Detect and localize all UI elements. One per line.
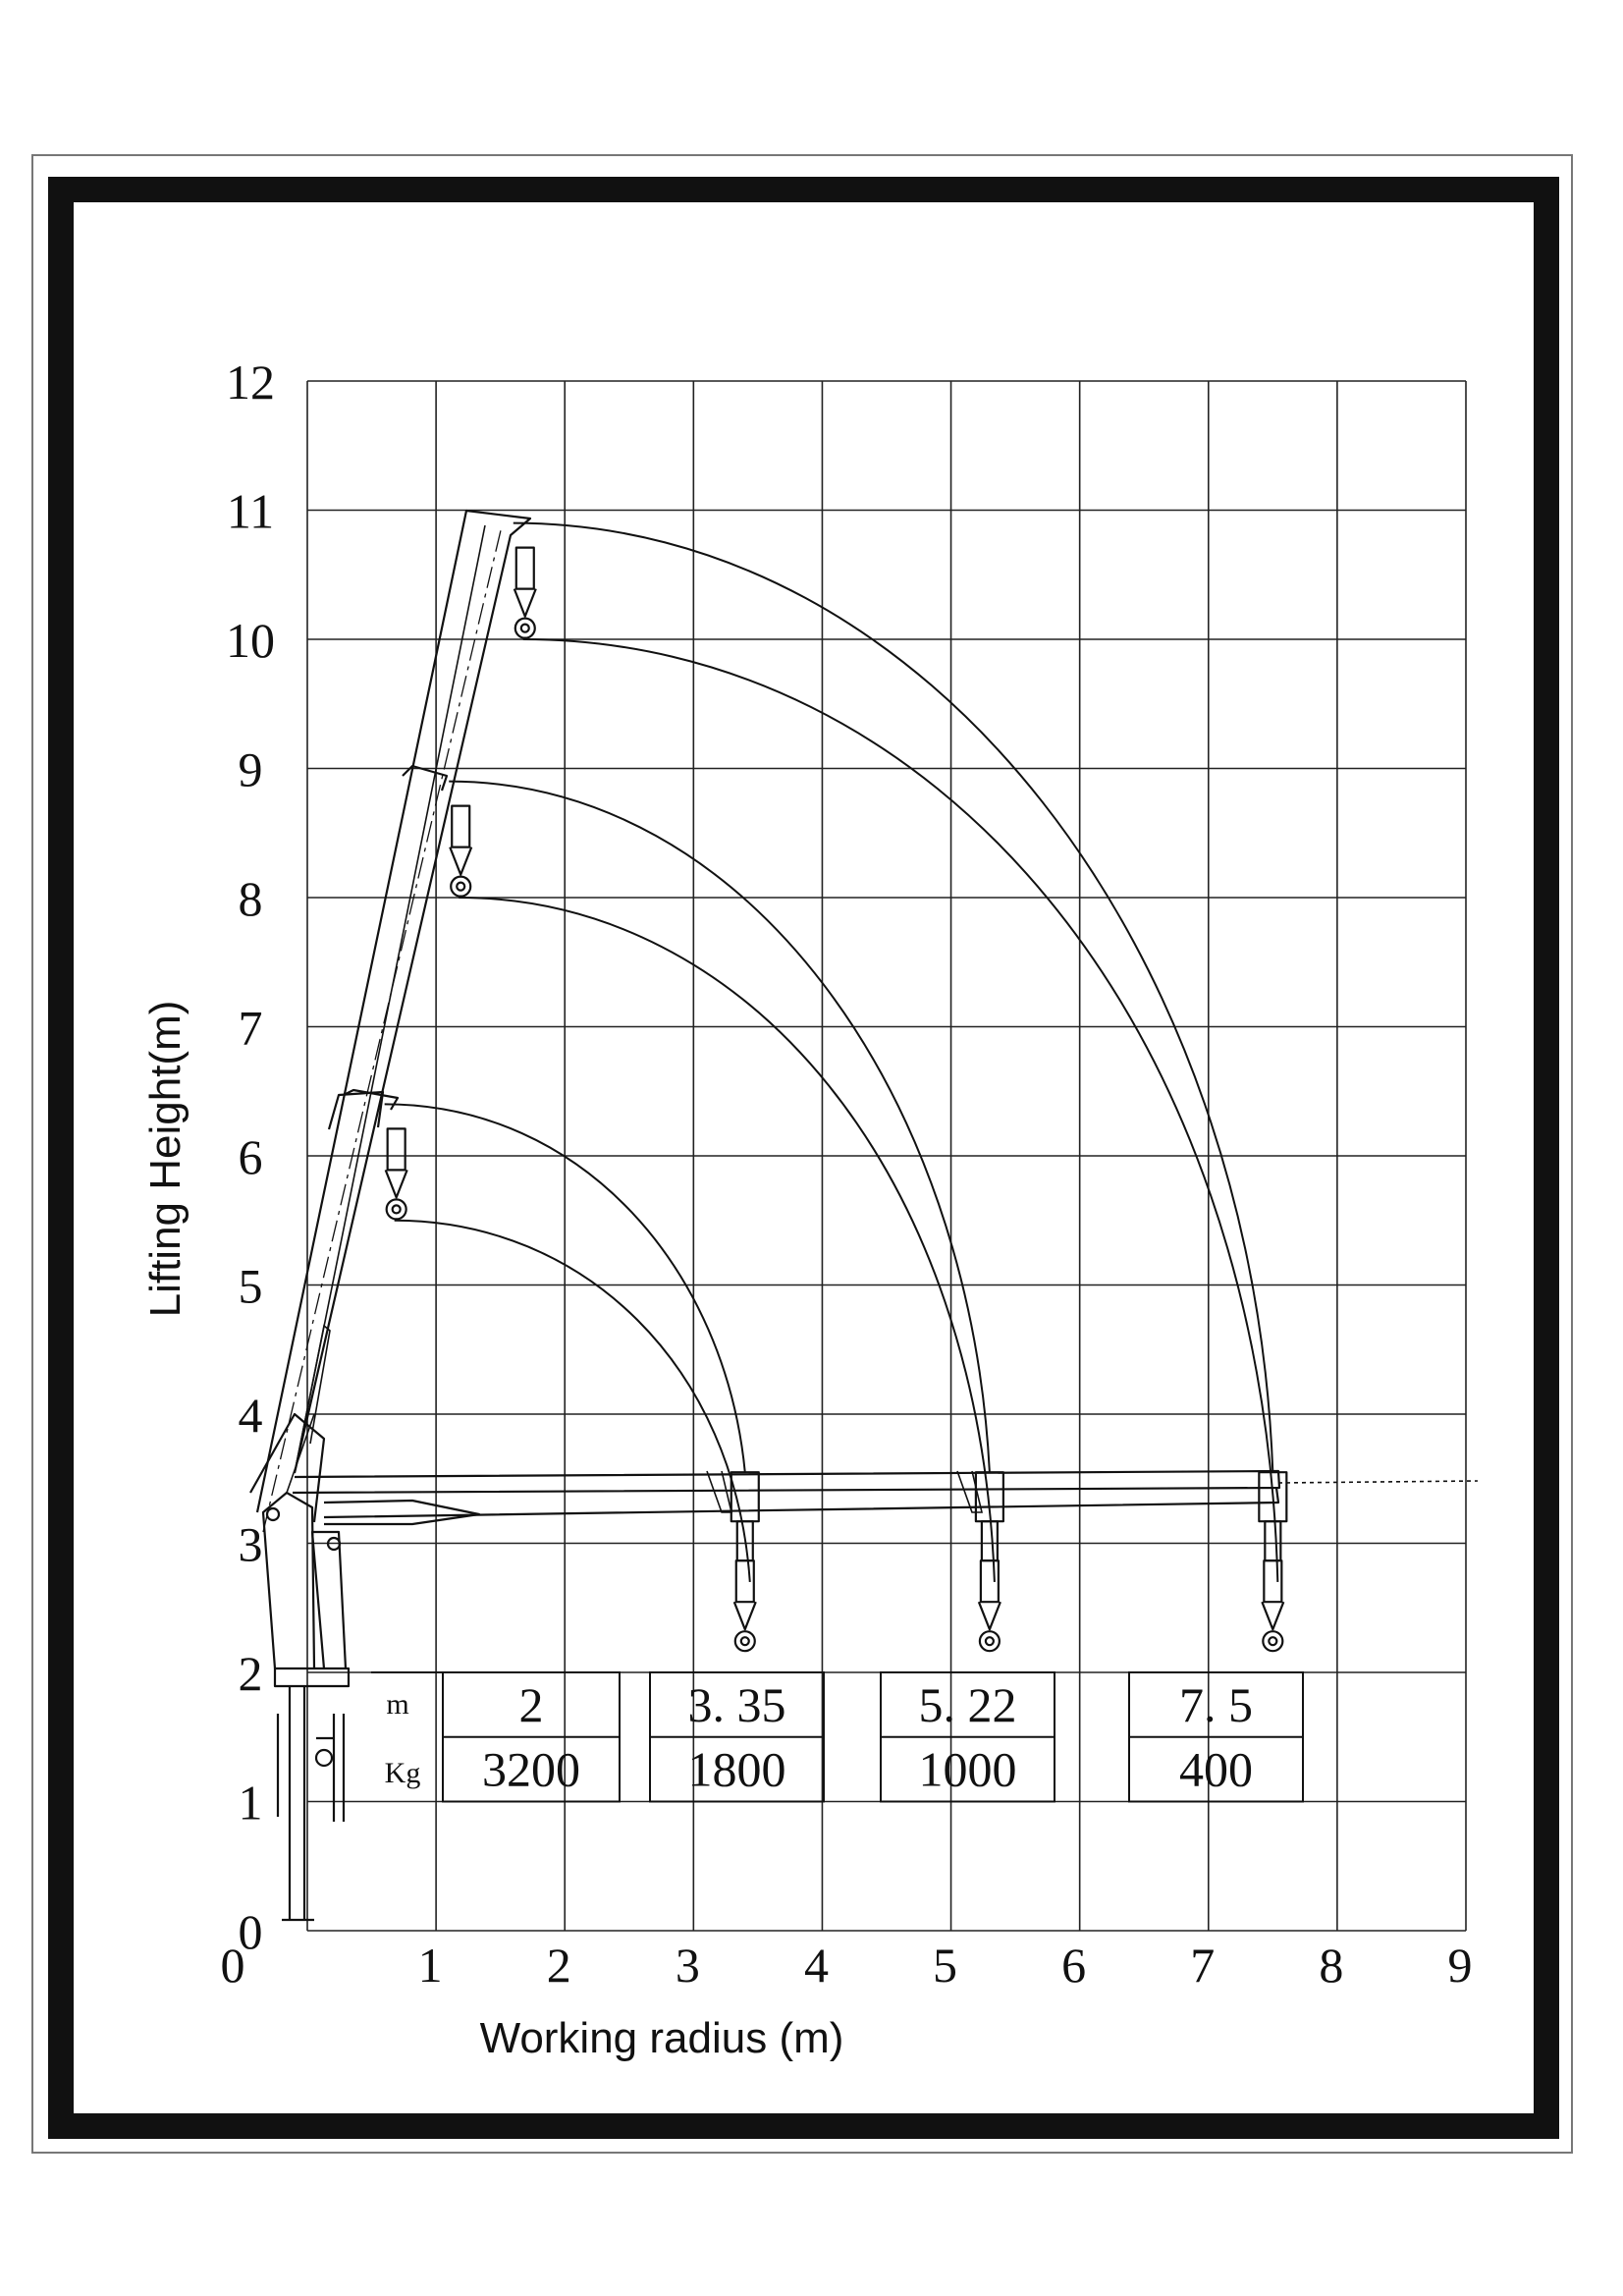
load-table: m Kg 2 3200 3. 35 1800 5. 22 1000 7. 5 400 — [371, 1671, 1304, 1803]
x-tick-label: 9 — [1448, 1938, 1473, 1993]
x-tick-label: 4 — [804, 1938, 829, 1993]
hook-icon — [732, 1559, 757, 1653]
tip-arc — [449, 780, 991, 1473]
row-label-kg: Kg — [385, 1757, 421, 1789]
x-tick-label: 3 — [676, 1938, 700, 1993]
outer-frame — [31, 154, 1573, 2154]
load-arcs — [384, 521, 1279, 1583]
y-tick-label: 5 — [239, 1259, 263, 1314]
y-tick-label: 0 — [239, 1904, 263, 1959]
crane-column — [249, 1324, 348, 1669]
hook-icon — [384, 1127, 408, 1221]
hook-arc — [459, 897, 996, 1582]
load-value: 3200 — [482, 1742, 580, 1797]
y-tick-label: 4 — [239, 1388, 263, 1443]
boom-head-icon — [730, 1471, 760, 1562]
crane-base — [273, 1667, 351, 1922]
x-tick-label: 7 — [1190, 1938, 1215, 1993]
x-tick-label: 8 — [1319, 1938, 1343, 1993]
load-value: 400 — [1179, 1742, 1253, 1797]
crane-illustration — [249, 509, 1479, 1922]
horizontal-boom — [292, 1469, 1479, 1526]
thick-border — [48, 177, 1559, 2139]
y-axis-label: Lifting Height(m) — [141, 1001, 189, 1318]
radius-value: 3. 35 — [688, 1677, 786, 1732]
tip-arc — [384, 1103, 746, 1473]
hook-icon — [449, 804, 473, 898]
y-tick-label: 11 — [227, 484, 274, 539]
tip-arc — [513, 521, 1274, 1473]
hook-icon — [977, 1559, 1001, 1653]
y-tick-label: 6 — [239, 1129, 263, 1184]
hook-blocks — [384, 546, 1288, 1653]
y-tick-label: 3 — [239, 1517, 263, 1572]
hook-arc — [522, 638, 1279, 1582]
x-tick-label: 2 — [547, 1938, 571, 1993]
x-tick-label: 6 — [1061, 1938, 1086, 1993]
y-tick-label: 8 — [239, 871, 263, 926]
y-tick-label: 2 — [239, 1646, 263, 1701]
load-value: 1000 — [919, 1742, 1017, 1797]
x-tick-label: 5 — [933, 1938, 957, 1993]
luffed-boom — [255, 509, 532, 1533]
y-tick-label: 7 — [239, 1001, 263, 1056]
x-tick-label: 1 — [418, 1938, 443, 1993]
load-value: 1800 — [688, 1742, 786, 1797]
hook-arc — [394, 1219, 751, 1583]
radius-value: 5. 22 — [919, 1677, 1017, 1732]
hook-icon — [513, 546, 537, 639]
radius-value: 2 — [519, 1677, 544, 1732]
y-tick-label: 9 — [239, 742, 263, 797]
row-label-m: m — [386, 1688, 408, 1721]
y-tick-label: 10 — [226, 613, 275, 668]
y-tick-label: 12 — [226, 355, 275, 410]
x-axis-label: Working radius (m) — [480, 2014, 844, 2062]
hook-icon — [1261, 1559, 1285, 1653]
radius-value: 7. 5 — [1179, 1677, 1253, 1732]
x-tick-label: 0 — [221, 1938, 245, 1993]
y-tick-label: 1 — [239, 1776, 263, 1831]
